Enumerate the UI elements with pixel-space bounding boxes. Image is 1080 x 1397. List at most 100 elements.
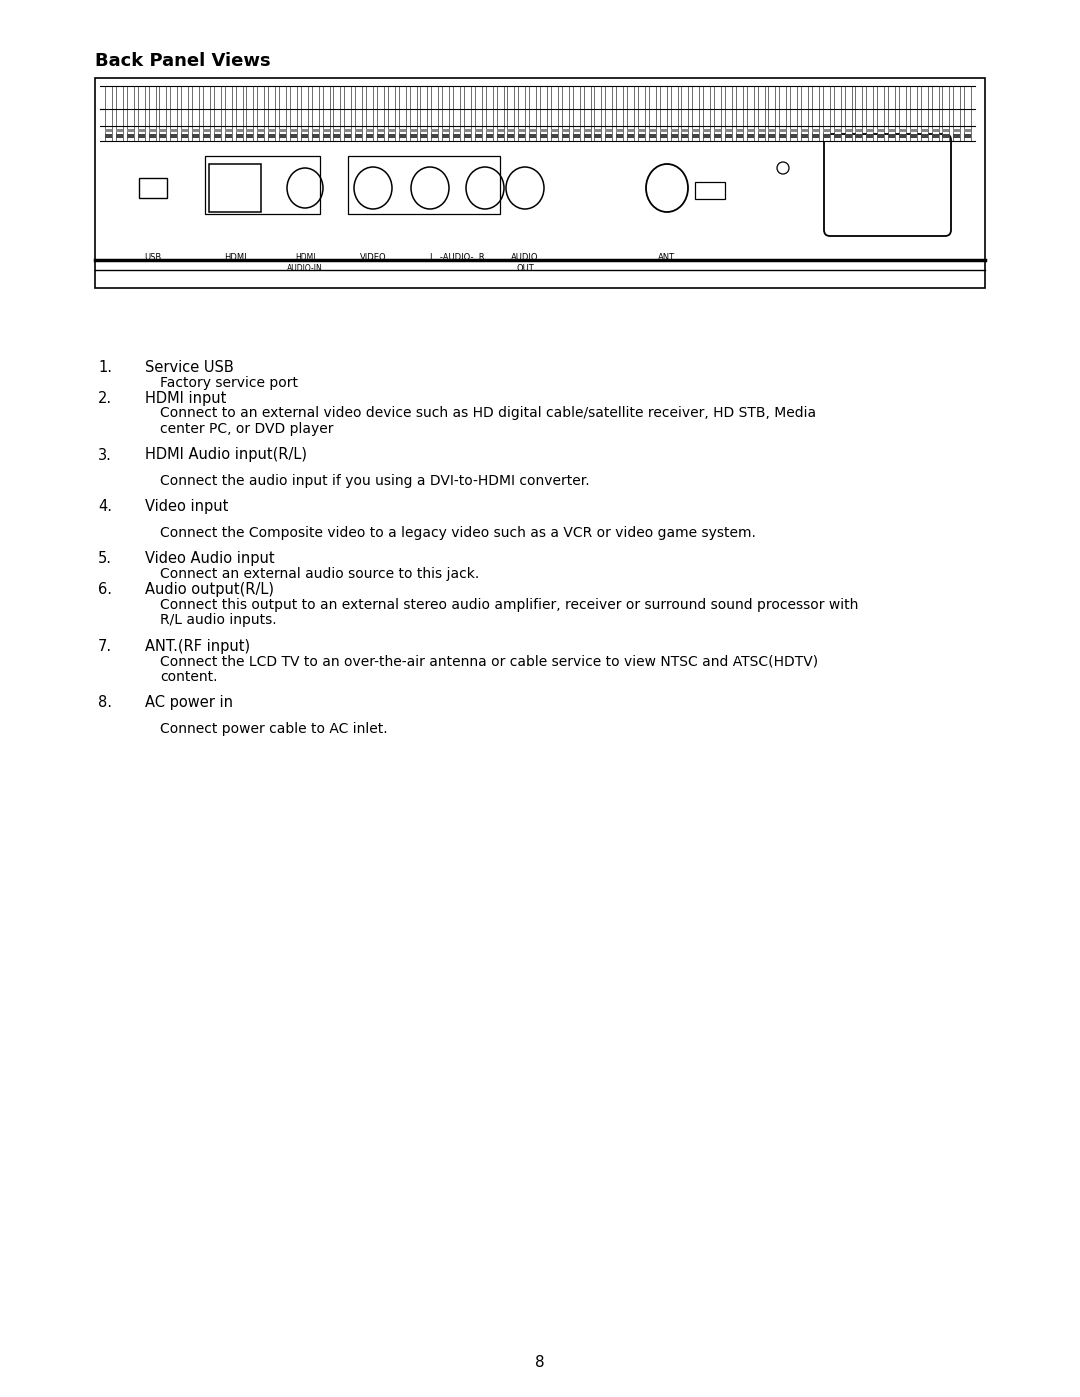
Bar [692, 129, 700, 131]
Bar [616, 134, 623, 138]
Bar [583, 129, 591, 131]
Bar [888, 87, 895, 141]
Bar [279, 134, 286, 138]
Bar [345, 87, 351, 141]
Bar [888, 129, 895, 131]
Bar [551, 87, 558, 141]
Text: Back Panel Views: Back Panel Views [95, 52, 271, 70]
Text: HDMI input: HDMI input [145, 391, 227, 407]
Ellipse shape [465, 168, 504, 210]
Bar [746, 134, 754, 138]
Bar [420, 129, 428, 131]
Bar [279, 129, 286, 131]
Bar [205, 156, 320, 214]
Bar [725, 87, 732, 141]
Bar [931, 129, 939, 131]
Bar [931, 87, 939, 141]
Bar [768, 87, 775, 141]
Bar [279, 87, 286, 141]
Bar [192, 87, 199, 141]
Bar [334, 134, 340, 138]
Bar [268, 129, 275, 131]
Bar [181, 134, 188, 138]
Bar [377, 87, 384, 141]
Bar [703, 134, 711, 138]
Bar [627, 87, 634, 141]
Text: AC power in: AC power in [145, 696, 233, 710]
Circle shape [777, 162, 789, 175]
Bar [696, 182, 725, 198]
Bar [757, 87, 765, 141]
Bar [420, 134, 428, 138]
Bar [866, 129, 874, 131]
Text: Connect the Composite video to a legacy video such as a VCR or video game system: Connect the Composite video to a legacy … [160, 525, 756, 539]
Text: 4.: 4. [98, 499, 112, 514]
Bar [660, 87, 666, 141]
Bar [246, 129, 254, 131]
Text: Audio output(R/L): Audio output(R/L) [145, 583, 274, 597]
Bar [431, 129, 438, 131]
Bar [431, 87, 438, 141]
Bar [355, 87, 362, 141]
Bar [791, 134, 797, 138]
Bar [920, 134, 928, 138]
Bar [257, 129, 265, 131]
Bar [899, 129, 906, 131]
Bar [366, 129, 373, 131]
Bar [388, 87, 395, 141]
FancyBboxPatch shape [824, 134, 951, 236]
Bar [442, 134, 449, 138]
Bar [214, 87, 220, 141]
Bar [508, 129, 514, 131]
Bar [877, 134, 885, 138]
Bar [171, 87, 177, 141]
Bar [399, 134, 406, 138]
Bar [823, 87, 829, 141]
Bar [638, 129, 645, 131]
Text: Connect an external audio source to this jack.: Connect an external audio source to this… [160, 567, 480, 581]
Bar [551, 134, 558, 138]
Bar [791, 129, 797, 131]
Bar [920, 129, 928, 131]
Bar [137, 87, 145, 141]
Text: 3.: 3. [98, 447, 112, 462]
Bar [757, 129, 765, 131]
Bar [105, 134, 112, 138]
Bar [866, 87, 874, 141]
Bar [627, 129, 634, 131]
Bar [605, 134, 612, 138]
Bar [508, 87, 514, 141]
Bar [834, 134, 840, 138]
Bar [954, 87, 960, 141]
Bar [812, 134, 819, 138]
Bar [235, 134, 243, 138]
Bar [801, 129, 808, 131]
Text: center PC, or DVD player: center PC, or DVD player [160, 422, 334, 436]
Text: 8.: 8. [98, 696, 112, 710]
Bar [334, 129, 340, 131]
Bar [964, 134, 971, 138]
Bar [768, 134, 775, 138]
Text: ANT: ANT [659, 253, 676, 263]
Text: Connect to an external video device such as HD digital cable/satellite receiver,: Connect to an external video device such… [160, 407, 816, 420]
Bar [605, 129, 612, 131]
Text: Video Audio input: Video Audio input [145, 552, 274, 566]
Bar [725, 129, 732, 131]
Text: 2.: 2. [98, 391, 112, 407]
Bar [312, 129, 319, 131]
Bar [289, 129, 297, 131]
Bar [289, 87, 297, 141]
Bar [257, 134, 265, 138]
Bar [160, 129, 166, 131]
Bar [355, 129, 362, 131]
Bar [203, 87, 210, 141]
Bar [681, 129, 688, 131]
Bar [268, 134, 275, 138]
Bar [845, 129, 851, 131]
Bar [954, 134, 960, 138]
Bar [757, 134, 765, 138]
Bar [812, 87, 819, 141]
Bar [572, 87, 580, 141]
Bar [964, 129, 971, 131]
Bar [681, 87, 688, 141]
